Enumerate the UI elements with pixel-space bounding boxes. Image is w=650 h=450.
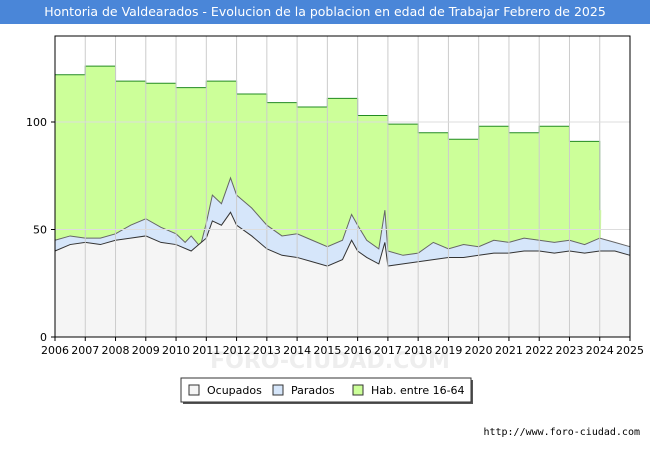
legend-label-ocupados: Ocupados	[207, 384, 262, 397]
x-tick-label: 2020	[465, 344, 493, 357]
x-tick-label: 2025	[616, 344, 644, 357]
y-tick-label: 50	[33, 224, 47, 237]
legend-swatch-parados	[272, 384, 284, 396]
x-tick-label: 2024	[586, 344, 614, 357]
x-tick-label: 2013	[253, 344, 281, 357]
x-tick-label: 2017	[374, 344, 402, 357]
legend-label-hab-entre-16-64: Hab. entre 16-64	[371, 384, 465, 397]
x-tick-label: 2014	[283, 344, 311, 357]
series-line-ocupados	[54, 211, 631, 267]
legend: Ocupados Parados Hab. entre 16-64	[180, 377, 473, 404]
x-tick-label: 2006	[41, 344, 69, 357]
legend-swatch-hab-entre-16-64	[352, 384, 364, 396]
legend-label-parados: Parados	[291, 384, 335, 397]
x-tick-label: 2010	[162, 344, 190, 357]
series-area-ocupados	[55, 212, 630, 337]
x-tick-label: 2018	[404, 344, 432, 357]
x-tick-label: 2009	[132, 344, 160, 357]
x-tick-label: 2011	[192, 344, 220, 357]
x-tick-label: 2007	[71, 344, 99, 357]
y-tick-label: 0	[40, 331, 47, 344]
x-tick-label: 2021	[495, 344, 523, 357]
chart-title: Hontoria de Valdearados - Evolucion de l…	[0, 0, 650, 24]
x-tick-label: 2023	[555, 344, 583, 357]
plot-border	[54, 35, 631, 338]
y-tick-label: 100	[26, 116, 47, 129]
watermark-text: FORO-CIUDAD.COM	[210, 349, 450, 374]
x-tick-label: 2012	[223, 344, 251, 357]
legend-box	[180, 377, 472, 403]
x-tick-label: 2016	[344, 344, 372, 357]
x-tick-label: 2015	[313, 344, 341, 357]
source-url[interactable]: http://www.foro-ciudad.com	[483, 427, 640, 438]
x-tick-label: 2022	[525, 344, 553, 357]
series-line-parados	[54, 176, 631, 256]
legend-swatch-ocupados	[188, 384, 200, 396]
axes: 2006 2007 2008 2009 2010 2011 2012 2013 2014 2015…	[26, 35, 644, 357]
x-tick-label: 2019	[434, 344, 462, 357]
x-tick-label: 2008	[102, 344, 130, 357]
plot-area	[54, 36, 631, 337]
